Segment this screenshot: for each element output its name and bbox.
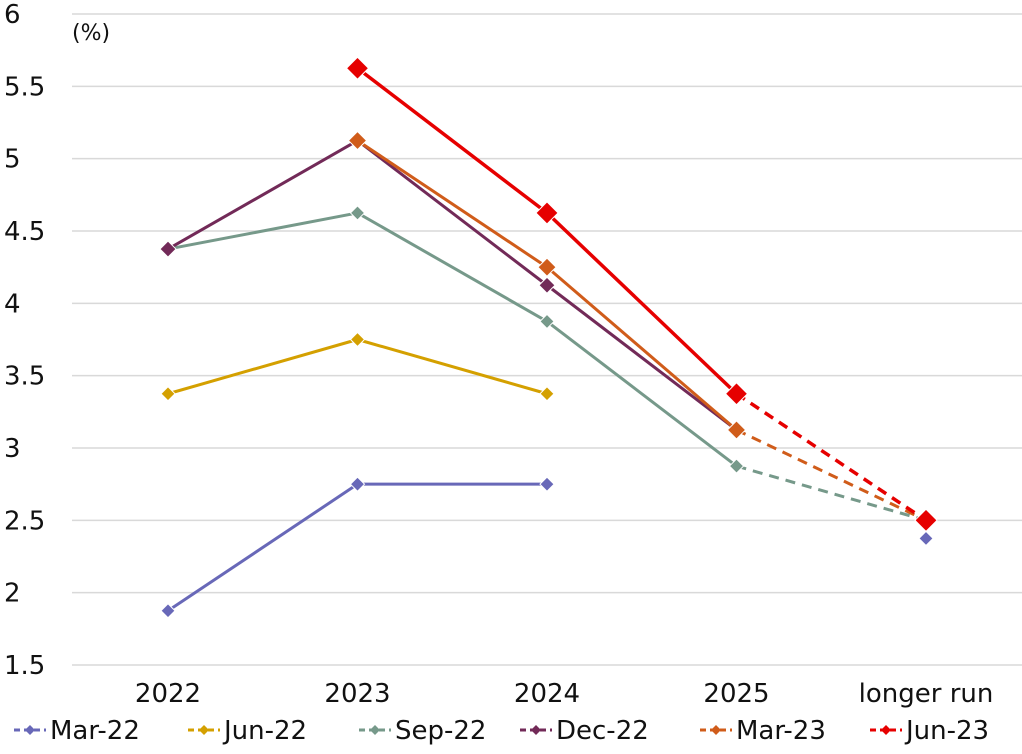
y-tick-label: 4 [4,289,21,319]
legend-marker [25,725,35,735]
y-tick-label: 6 [4,0,21,30]
data-point [349,476,366,492]
series-jun-23 [345,56,938,533]
x-axis-ticks: 2022 2023 2024 2025 longer run [135,679,993,709]
series-dec-22 [159,131,746,439]
series-mar-22 [160,476,934,619]
unit-label: (%) [72,21,110,46]
y-tick-label: 2.5 [4,506,45,536]
y-tick-label: 1.5 [4,651,45,681]
y-tick-label: 5 [4,145,21,175]
data-point [349,331,366,348]
y-axis-ticks: 1.5 2 2.5 3 3.5 4 4.5 5 5.5 6 [4,0,45,681]
series-jun-22 [160,331,555,402]
data-point [918,530,934,547]
y-tick-label: 4.5 [4,217,45,247]
series-line-segment [167,338,358,396]
legend-label: Mar-23 [736,716,826,746]
legend-label: Jun-23 [904,716,989,746]
x-tick-label: 2024 [514,679,580,709]
x-tick-label: longer run [859,679,994,709]
legend-item: Jun-22 [188,716,307,746]
series-line-segment [357,338,548,396]
data-point [159,240,177,258]
legend-label: Dec-22 [556,716,649,746]
data-point [349,205,366,221]
y-tick-label: 5.5 [4,72,45,102]
series-line-segment [167,139,359,251]
y-tick-label: 3.5 [4,362,45,392]
series-sep-22 [160,205,934,529]
legend-marker [531,725,541,735]
series-line-segment [356,139,548,269]
data-point [535,201,559,225]
data-point [345,56,370,80]
series-line-segment [546,320,738,468]
series-line-segment [356,66,549,215]
y-tick-label: 2 [4,579,21,609]
data-point [539,476,555,492]
series-line-segment [546,284,738,432]
legend-marker [881,725,891,735]
data-point [914,508,938,533]
data-point [728,458,745,474]
series-line-segment [167,211,358,251]
y-tick-label: 3 [4,434,21,464]
legend-marker [370,725,380,735]
series-line-segment [545,211,738,396]
legend-label: Jun-22 [222,716,307,746]
gridlines [72,13,1022,666]
series-line-segment [735,392,927,522]
data-point [539,386,555,402]
legend-item: Jun-23 [870,716,989,746]
data-point [726,420,747,440]
legend-label: Sep-22 [395,716,486,746]
legend-marker [199,725,209,735]
x-tick-label: 2023 [324,679,390,709]
legend-marker [711,725,721,735]
series-line-segment [356,139,548,287]
data-point [347,130,368,151]
series-group [159,56,938,619]
legend-item: Mar-23 [700,716,826,746]
legend-item: Sep-22 [359,716,486,746]
legend-item: Dec-22 [520,716,649,746]
series-line-segment [735,428,927,522]
data-point [538,276,556,294]
x-tick-label: 2025 [703,679,769,709]
legend: Mar-22 Jun-22 Sep-22 Dec-22 Mar-23 Jun-23 [14,716,989,746]
series-mar-23 [347,130,936,531]
data-point [724,382,749,406]
data-point [160,386,176,402]
x-tick-label: 2022 [135,679,201,709]
legend-item: Mar-22 [14,716,140,746]
data-point [160,603,176,619]
legend-label: Mar-22 [50,716,140,746]
data-point [537,257,557,277]
series-line-segment [546,266,738,432]
series-line-segment [356,211,548,323]
data-point [539,313,555,330]
series-line-segment [167,482,359,612]
